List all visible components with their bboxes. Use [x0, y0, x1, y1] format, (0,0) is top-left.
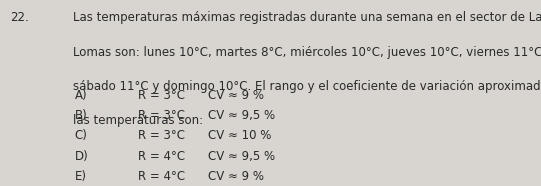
Text: CV ≈ 9,5 %: CV ≈ 9,5 %	[208, 150, 275, 163]
Text: C): C)	[75, 129, 88, 142]
Text: B): B)	[75, 109, 88, 122]
Text: R = 4°C: R = 4°C	[138, 150, 185, 163]
Text: R = 3°C: R = 3°C	[138, 109, 185, 122]
Text: R = 3°C: R = 3°C	[138, 129, 185, 142]
Text: CV ≈ 10 %: CV ≈ 10 %	[208, 129, 272, 142]
Text: R = 4°C: R = 4°C	[138, 170, 185, 183]
Text: Lomas son: lunes 10°C, martes 8°C, miércoles 10°C, jueves 10°C, viernes 11°C,: Lomas son: lunes 10°C, martes 8°C, miérc…	[73, 46, 541, 59]
Text: sábado 11°C y domingo 10°C. El rango y el coeficiente de variación aproximado de: sábado 11°C y domingo 10°C. El rango y e…	[73, 80, 541, 93]
Text: CV ≈ 9 %: CV ≈ 9 %	[208, 89, 265, 102]
Text: las temperaturas son:: las temperaturas son:	[73, 114, 203, 127]
Text: A): A)	[75, 89, 87, 102]
Text: D): D)	[75, 150, 88, 163]
Text: R = 3°C: R = 3°C	[138, 89, 185, 102]
Text: 22.: 22.	[10, 11, 29, 24]
Text: CV ≈ 9 %: CV ≈ 9 %	[208, 170, 265, 183]
Text: Las temperaturas máximas registradas durante una semana en el sector de Las: Las temperaturas máximas registradas dur…	[73, 11, 541, 24]
Text: CV ≈ 9,5 %: CV ≈ 9,5 %	[208, 109, 275, 122]
Text: E): E)	[75, 170, 87, 183]
